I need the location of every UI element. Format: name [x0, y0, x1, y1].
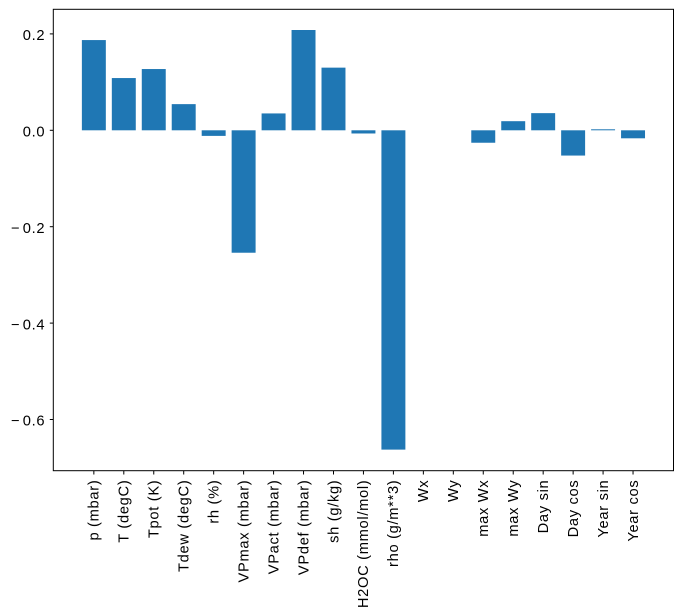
svg-text:VPdef (mbar): VPdef (mbar)	[296, 480, 312, 575]
svg-text:Day cos: Day cos	[566, 480, 582, 538]
svg-text:−0.4: −0.4	[11, 317, 45, 333]
svg-text:max Wy: max Wy	[506, 480, 522, 537]
svg-text:rh (%): rh (%)	[206, 480, 222, 524]
svg-text:rho (g/m**3): rho (g/m**3)	[386, 480, 402, 567]
svg-text:p (mbar): p (mbar)	[87, 480, 103, 541]
svg-text:Tdew (degC): Tdew (degC)	[177, 480, 193, 572]
svg-text:VPact (mbar): VPact (mbar)	[266, 480, 282, 575]
svg-text:H2OC (mmol/mol): H2OC (mmol/mol)	[356, 480, 372, 609]
svg-text:sh (g/kg): sh (g/kg)	[326, 480, 342, 543]
svg-text:−0.6: −0.6	[11, 414, 45, 430]
svg-text:max Wx: max Wx	[476, 480, 492, 537]
svg-text:Tpot (K): Tpot (K)	[147, 480, 163, 538]
svg-text:Wx: Wx	[416, 480, 432, 503]
svg-text:T (degC): T (degC)	[117, 480, 133, 543]
svg-text:−0.2: −0.2	[11, 221, 45, 237]
svg-text:Wy: Wy	[446, 480, 462, 502]
svg-text:Year cos: Year cos	[626, 480, 642, 542]
svg-text:0.2: 0.2	[23, 28, 45, 44]
svg-text:Day sin: Day sin	[536, 480, 552, 534]
svg-text:0.0: 0.0	[23, 125, 45, 141]
svg-text:Year sin: Year sin	[596, 480, 612, 538]
svg-text:VPmax (mbar): VPmax (mbar)	[236, 480, 252, 583]
